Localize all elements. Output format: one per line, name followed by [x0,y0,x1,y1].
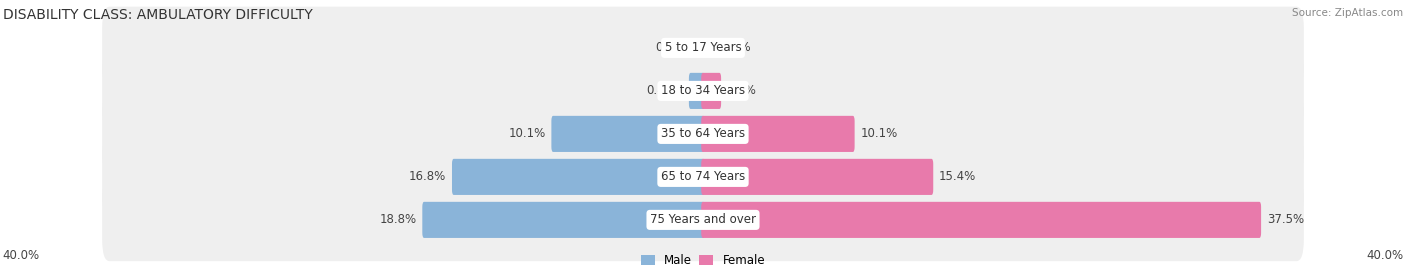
FancyBboxPatch shape [103,93,1303,175]
FancyBboxPatch shape [451,159,704,195]
FancyBboxPatch shape [702,202,1261,238]
Text: 15.4%: 15.4% [939,170,976,183]
Text: 18 to 34 Years: 18 to 34 Years [661,84,745,97]
Text: 37.5%: 37.5% [1267,213,1303,226]
Text: 10.1%: 10.1% [860,127,897,140]
FancyBboxPatch shape [103,7,1303,89]
Text: 18.8%: 18.8% [380,213,416,226]
Text: 5 to 17 Years: 5 to 17 Years [665,42,741,54]
FancyBboxPatch shape [103,136,1303,218]
FancyBboxPatch shape [551,116,704,152]
FancyBboxPatch shape [422,202,704,238]
Text: Source: ZipAtlas.com: Source: ZipAtlas.com [1292,8,1403,18]
FancyBboxPatch shape [702,73,721,109]
FancyBboxPatch shape [702,116,855,152]
Legend: Male, Female: Male, Female [641,254,765,267]
Text: 16.8%: 16.8% [409,170,446,183]
Text: 35 to 64 Years: 35 to 64 Years [661,127,745,140]
Text: 40.0%: 40.0% [1367,249,1403,262]
FancyBboxPatch shape [103,50,1303,132]
Text: 10.1%: 10.1% [509,127,546,140]
Text: DISABILITY CLASS: AMBULATORY DIFFICULTY: DISABILITY CLASS: AMBULATORY DIFFICULTY [3,8,312,22]
Text: 0.0%: 0.0% [655,42,685,54]
Text: 0.83%: 0.83% [647,84,683,97]
FancyBboxPatch shape [702,159,934,195]
FancyBboxPatch shape [689,73,704,109]
Text: 40.0%: 40.0% [3,249,39,262]
Text: 75 Years and over: 75 Years and over [650,213,756,226]
FancyBboxPatch shape [103,178,1303,261]
Text: 1.1%: 1.1% [727,84,756,97]
Text: 0.0%: 0.0% [721,42,751,54]
Text: 65 to 74 Years: 65 to 74 Years [661,170,745,183]
